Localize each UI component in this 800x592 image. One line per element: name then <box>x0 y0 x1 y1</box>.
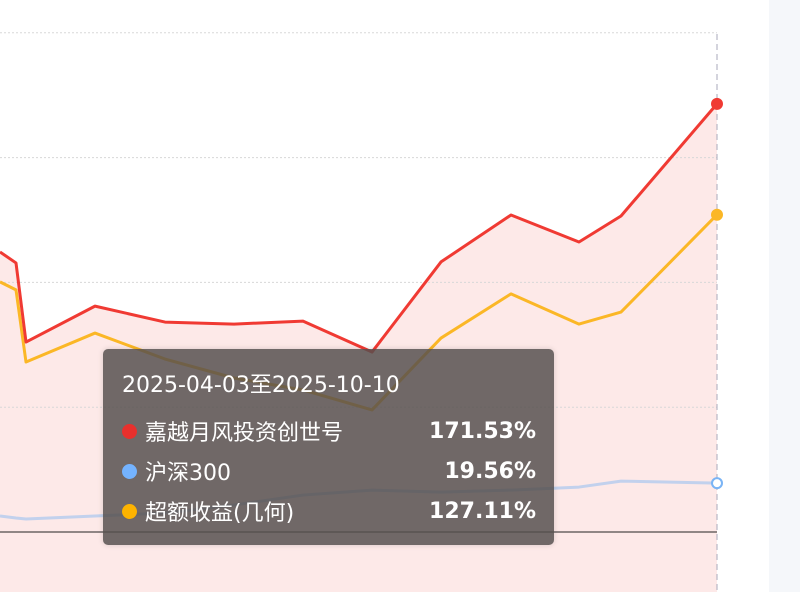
series-point <box>711 477 723 490</box>
tooltip-series-value: 127.11% <box>429 498 536 524</box>
tooltip-series-name: 沪深300 <box>145 461 231 486</box>
tooltip-row-index: 沪深300 19.56% <box>122 451 536 491</box>
series-dot-icon <box>122 423 137 439</box>
series-dot-icon <box>122 463 137 479</box>
tooltip-series-value: 19.56% <box>444 458 536 484</box>
tooltip-series-value: 171.53% <box>429 418 536 444</box>
side-panel <box>769 0 800 592</box>
tooltip-title: 2025-04-03至2025-10-10 <box>122 373 400 398</box>
tooltip-series-name: 超额收益(几何) <box>145 501 295 526</box>
chart-tooltip: 2025-04-03至2025-10-10 嘉越月风投资创世号 171.53% … <box>103 349 554 545</box>
series-point <box>711 208 723 221</box>
series-line <box>0 102 719 354</box>
series-dot-icon <box>122 503 137 519</box>
tooltip-series-name: 嘉越月风投资创世号 <box>145 421 344 446</box>
series-point <box>711 97 723 110</box>
tooltip-row-fund: 嘉越月风投资创世号 171.53% <box>122 411 536 451</box>
tooltip-row-excess: 超额收益(几何) 127.11% <box>122 491 536 531</box>
